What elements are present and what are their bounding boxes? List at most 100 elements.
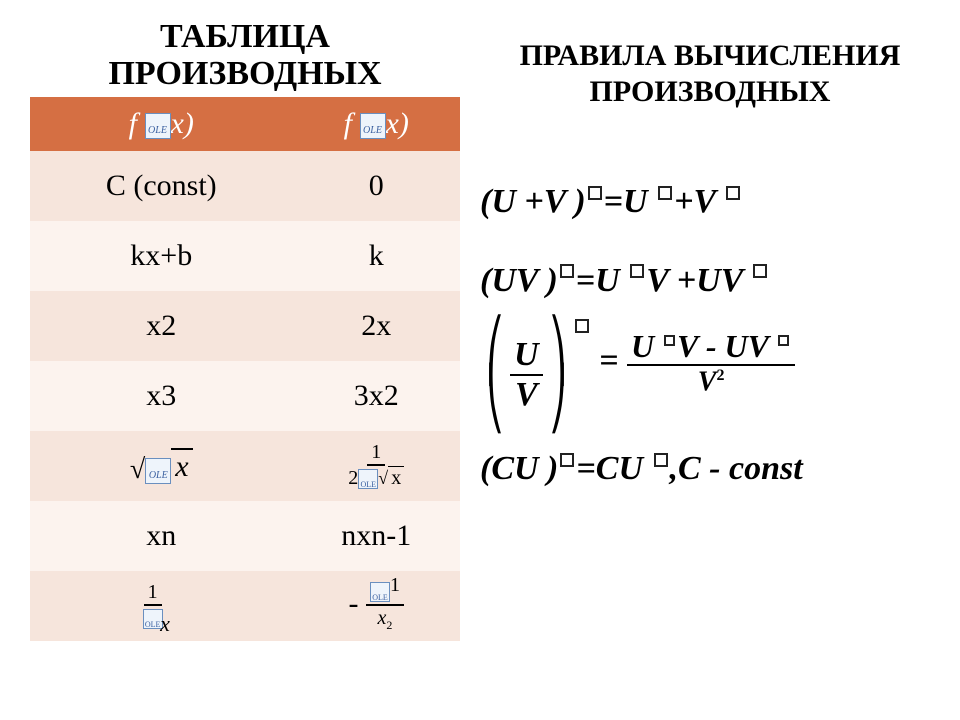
ole-icon: OLE bbox=[358, 469, 378, 489]
fraction: OLE1 x2 bbox=[366, 581, 404, 631]
cell-r3c2: 2x bbox=[292, 291, 460, 361]
table-row: xn nxn-1 bbox=[30, 501, 460, 571]
frac-num: U bbox=[510, 338, 543, 376]
right-title-line1: ПРАВИЛА ВЫЧИСЛЕНИЯ bbox=[520, 39, 901, 72]
ole-icon: OLE bbox=[360, 113, 386, 139]
quotient-left: ⎛⎝ U V ⎞⎠ bbox=[480, 327, 573, 423]
table-header-row: f OLEx) f OLEx) bbox=[30, 97, 460, 151]
header-fx: f OLEx) bbox=[30, 97, 292, 151]
rule-text: =CU bbox=[576, 450, 651, 487]
rule-product: (UV ) =U V +UV bbox=[480, 249, 940, 314]
frac-den: V bbox=[511, 376, 542, 412]
rule-text: V +UV bbox=[646, 262, 751, 299]
header-fx-post: x) bbox=[171, 107, 194, 140]
exp: 2 bbox=[716, 367, 724, 384]
cell-r3c1: x2 bbox=[30, 291, 292, 361]
cell-r2c1: kx+b bbox=[30, 221, 292, 291]
frac-num: 1 bbox=[144, 582, 162, 606]
den-x: x bbox=[160, 611, 170, 636]
cell-r2c2: k bbox=[292, 221, 460, 291]
rule-text: =U bbox=[576, 262, 628, 299]
right-title: ПРАВИЛА ВЫЧИСЛЕНИЯ ПРОИЗВОДНЫХ bbox=[480, 38, 940, 110]
exp: 2 bbox=[386, 618, 392, 632]
rules-block: (U +V ) =U +V (UV ) =U V +UV ⎛⎝ U V ⎞⎠ = bbox=[480, 170, 940, 502]
quotient-right: U V - UV V2 bbox=[627, 342, 795, 379]
rule-text: (CU ) bbox=[480, 450, 558, 487]
prime-box-icon bbox=[726, 186, 740, 200]
left-column: ТАБЛИЦА ПРОИЗВОДНЫХ f OLEx) f OLEx) С (c… bbox=[30, 18, 460, 702]
sqrt-content: x bbox=[388, 466, 404, 489]
cell-r7c2: - OLE1 x2 bbox=[292, 571, 460, 641]
prime-box-icon bbox=[575, 319, 589, 333]
cell-r5c2: 1 2OLE√x bbox=[292, 431, 460, 501]
cell-r5c1: √OLEx bbox=[30, 431, 292, 501]
table-row: kx+b k bbox=[30, 221, 460, 291]
cell-r6c2: nxn-1 bbox=[292, 501, 460, 571]
prime-box-icon bbox=[630, 264, 644, 278]
table-row: С (const) 0 bbox=[30, 151, 460, 221]
header-fx-pre: f bbox=[129, 107, 145, 140]
rule-text: =U bbox=[604, 183, 656, 220]
prime-box-icon bbox=[778, 335, 789, 346]
rule-text: +V bbox=[674, 183, 724, 220]
table-row: √OLEx 1 2OLE√x bbox=[30, 431, 460, 501]
left-title-line2: ПРОИЗВОДНЫХ bbox=[108, 55, 381, 92]
radical-icon: √ bbox=[378, 468, 388, 488]
num-text: 1 bbox=[148, 581, 158, 603]
den-pre: 2 bbox=[348, 467, 358, 489]
left-title: ТАБЛИЦА ПРОИЗВОДНЫХ bbox=[30, 18, 460, 93]
derivatives-table: f OLEx) f OLEx) С (const) 0 kx+b k x2 2x… bbox=[30, 97, 460, 641]
cell-r7c1: 1 OLE x bbox=[30, 571, 292, 641]
ole-icon: OLE bbox=[145, 458, 171, 484]
paren-left-icon: ⎛⎝ bbox=[486, 327, 504, 423]
neg-sign: - bbox=[348, 587, 358, 620]
header-fp-post: x) bbox=[386, 107, 409, 140]
ole-icon: OLE bbox=[370, 582, 390, 602]
paren-right-icon: ⎞⎠ bbox=[549, 327, 567, 423]
frac-num: U V - UV bbox=[627, 330, 795, 366]
rule-constant: (CU ) =CU ,C - const bbox=[480, 437, 940, 502]
frac-den: x2 bbox=[374, 606, 397, 631]
rule-text: ,C - const bbox=[670, 450, 803, 487]
table-row: 1 OLE x - OLE1 x2 bbox=[30, 571, 460, 641]
frac-den: V2 bbox=[694, 366, 729, 396]
rule-text: U bbox=[631, 328, 662, 364]
radical-icon: √ bbox=[130, 454, 145, 486]
cell-r1c1: С (const) bbox=[30, 151, 292, 221]
header-fp-pre: f bbox=[344, 107, 360, 140]
fraction: U V - UV V2 bbox=[627, 330, 795, 396]
ole-icon: OLE bbox=[145, 113, 171, 139]
rule-text: (UV ) bbox=[480, 262, 558, 299]
den-v: V bbox=[698, 367, 717, 398]
prime-box-icon bbox=[658, 186, 672, 200]
fraction: 1 2OLE√x bbox=[344, 442, 408, 489]
sqrt-content: x bbox=[171, 448, 192, 484]
rule-quotient: ⎛⎝ U V ⎞⎠ = U V - UV V2 bbox=[480, 327, 940, 423]
num-text: 1 bbox=[390, 574, 400, 596]
cell-r6c1: xn bbox=[30, 501, 292, 571]
rule-sum: (U +V ) =U +V bbox=[480, 170, 940, 235]
prime-box-icon bbox=[753, 264, 767, 278]
right-column: ПРАВИЛА ВЫЧИСЛЕНИЯ ПРОИЗВОДНЫХ (U +V )=U… bbox=[460, 18, 940, 702]
rule-text: V - UV bbox=[677, 328, 776, 364]
cell-r4c2: 3x2 bbox=[292, 361, 460, 431]
table-row: x2 2x bbox=[30, 291, 460, 361]
slide: ТАБЛИЦА ПРОИЗВОДНЫХ f OLEx) f OLEx) С (c… bbox=[0, 0, 960, 720]
right-title-line2: ПРОИЗВОДНЫХ bbox=[590, 75, 831, 108]
equals: = bbox=[591, 342, 619, 379]
sqrt-x: √OLEx bbox=[130, 448, 193, 484]
header-fprime: f OLEx) bbox=[292, 97, 460, 151]
frac-num: 1 bbox=[367, 442, 385, 466]
left-title-line1: ТАБЛИЦА bbox=[160, 18, 330, 55]
prime-box-icon bbox=[588, 186, 602, 200]
fraction: U V bbox=[510, 338, 543, 412]
prime-box-icon bbox=[664, 335, 675, 346]
cell-r1c2: 0 bbox=[292, 151, 460, 221]
cell-r4c1: x3 bbox=[30, 361, 292, 431]
frac-num: OLE1 bbox=[366, 581, 404, 606]
rule-text: (U +V ) bbox=[480, 183, 586, 220]
prime-box-icon bbox=[560, 264, 574, 278]
prime-box-icon bbox=[654, 453, 668, 467]
prime-box-icon bbox=[560, 453, 574, 467]
frac-den: 2OLE√x bbox=[344, 466, 408, 489]
